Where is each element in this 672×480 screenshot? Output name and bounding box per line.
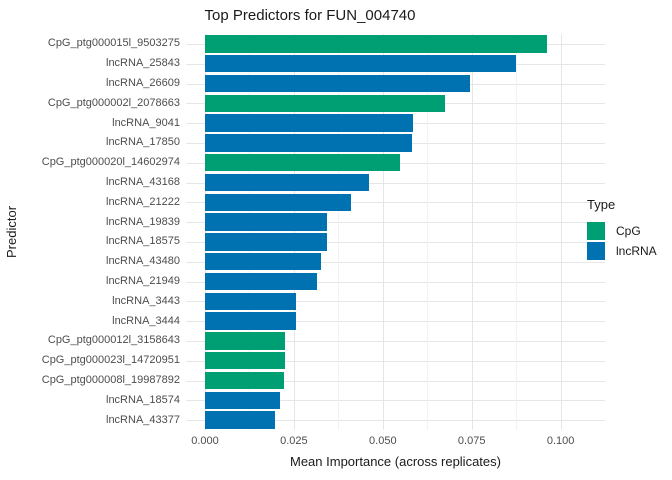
grid-line-vertical-major bbox=[293, 34, 295, 430]
bar-lncRNA_25843 bbox=[205, 55, 516, 73]
grid-line-vertical-minor bbox=[338, 34, 340, 430]
y-axis-label: lncRNA_17850 bbox=[106, 136, 180, 149]
y-axis-label: CpG_ptg000023l_14720951 bbox=[41, 354, 180, 367]
grid-line-horizontal bbox=[186, 202, 605, 204]
y-axis-label: lncRNA_43377 bbox=[106, 413, 180, 426]
chart-title: Top Predictors for FUN_004740 bbox=[204, 7, 416, 24]
bar-lncRNA_18574 bbox=[205, 391, 281, 409]
bar-lncRNA_18575 bbox=[205, 233, 327, 251]
y-axis-label: lncRNA_3444 bbox=[112, 314, 180, 327]
y-axis-label: lncRNA_9041 bbox=[112, 116, 180, 129]
grid-line-horizontal bbox=[186, 222, 605, 224]
legend-entry-lncrna: lncRNA bbox=[587, 241, 657, 260]
y-axis-label: lncRNA_26609 bbox=[106, 77, 180, 89]
grid-line-horizontal bbox=[186, 340, 605, 342]
legend-entry-cpg: CpG bbox=[587, 222, 657, 241]
bar-CpG_ptg000008l_19987892 bbox=[205, 371, 284, 390]
legend-label-cpg: CpG bbox=[616, 224, 641, 239]
bar-lncRNA_17850 bbox=[205, 134, 412, 152]
bar-lncRNA_3444 bbox=[205, 312, 297, 330]
y-axis-label: CpG_ptg000002l_2078663 bbox=[47, 96, 180, 109]
bar-CpG_ptg000012l_3158643 bbox=[205, 332, 286, 350]
grid-line-horizontal bbox=[186, 321, 605, 323]
grid-line-vertical-major bbox=[382, 34, 384, 430]
grid-line-horizontal bbox=[186, 241, 605, 243]
x-axis-tick-label: 0.075 bbox=[457, 435, 486, 447]
bar-CpG_ptg000015l_9503275 bbox=[205, 35, 548, 53]
grid-line-vertical-major bbox=[560, 34, 562, 430]
y-axis-label: lncRNA_43168 bbox=[106, 176, 180, 188]
y-axis-label: CpG_ptg000015l_9503275 bbox=[47, 37, 180, 50]
grid-line-vertical-minor bbox=[249, 34, 251, 430]
grid-line-horizontal bbox=[186, 281, 605, 283]
x-axis-tick-label: 0.000 bbox=[191, 435, 219, 447]
y-axis-label: CpG_ptg000020l_14602974 bbox=[41, 156, 180, 169]
bar-lncRNA_43480 bbox=[205, 253, 321, 271]
legend-swatch-lncrna bbox=[587, 241, 605, 260]
bar-lncRNA_43377 bbox=[205, 411, 276, 429]
grid-line-horizontal bbox=[186, 400, 605, 402]
y-axis-label: lncRNA_25843 bbox=[106, 57, 180, 70]
grid-line-vertical-major bbox=[471, 34, 473, 430]
legend-label-lncrna: lncRNA bbox=[616, 243, 657, 258]
grid-line-vertical-major bbox=[205, 34, 206, 430]
bar-lncRNA_9041 bbox=[205, 114, 413, 132]
bar-lncRNA_26609 bbox=[205, 74, 471, 93]
grid-line-vertical-minor bbox=[427, 34, 429, 430]
grid-line-horizontal bbox=[186, 360, 605, 362]
bar-lncRNA_19839 bbox=[205, 213, 328, 231]
legend-title: Type bbox=[587, 197, 616, 212]
x-axis-tick-label: 0.025 bbox=[280, 435, 308, 447]
y-axis-label: lncRNA_43480 bbox=[106, 255, 180, 268]
y-axis-label: lncRNA_3443 bbox=[112, 294, 180, 307]
x-axis-tick-label: 0.100 bbox=[546, 435, 575, 447]
plot-panel bbox=[186, 34, 605, 430]
y-axis-label: lncRNA_19839 bbox=[106, 215, 180, 228]
y-axis-label: lncRNA_18575 bbox=[106, 235, 180, 248]
legend-swatch-cpg bbox=[587, 222, 605, 241]
bar-CpG_ptg000002l_2078663 bbox=[205, 94, 446, 112]
bar-CpG_ptg000023l_14720951 bbox=[205, 352, 285, 370]
y-axis-label: lncRNA_18574 bbox=[106, 393, 180, 406]
bar-lncRNA_21949 bbox=[205, 272, 317, 291]
bar-CpG_ptg000020l_14602974 bbox=[205, 154, 401, 172]
grid-line-horizontal bbox=[186, 301, 605, 303]
y-axis-label: lncRNA_21949 bbox=[106, 275, 180, 287]
y-axis-label: CpG_ptg000008l_19987892 bbox=[41, 374, 180, 386]
x-axis-tick-label: 0.050 bbox=[369, 435, 397, 447]
bar-lncRNA_21222 bbox=[205, 193, 351, 211]
bar-lncRNA_3443 bbox=[205, 292, 297, 310]
x-axis-tick-labels: 0.000 0.025 0.050 0.075 0.100 bbox=[0, 435, 672, 449]
legend: Type CpG lncRNA bbox=[587, 197, 657, 261]
grid-line-vertical-minor bbox=[516, 34, 518, 430]
y-axis-label: lncRNA_21222 bbox=[106, 195, 180, 208]
y-axis-labels: CpG_ptg000015l_9503275 lncRNA_25843 lncRNA… bbox=[0, 34, 180, 430]
grid-line-horizontal bbox=[186, 261, 605, 263]
y-axis-label: CpG_ptg000012l_3158643 bbox=[47, 334, 180, 347]
grid-line-horizontal bbox=[186, 380, 605, 382]
grid-line-horizontal bbox=[186, 420, 605, 422]
x-axis-title: Mean Importance (across replicates) bbox=[290, 454, 501, 469]
grid-line-horizontal bbox=[186, 182, 605, 184]
bar-lncRNA_43168 bbox=[205, 173, 369, 192]
